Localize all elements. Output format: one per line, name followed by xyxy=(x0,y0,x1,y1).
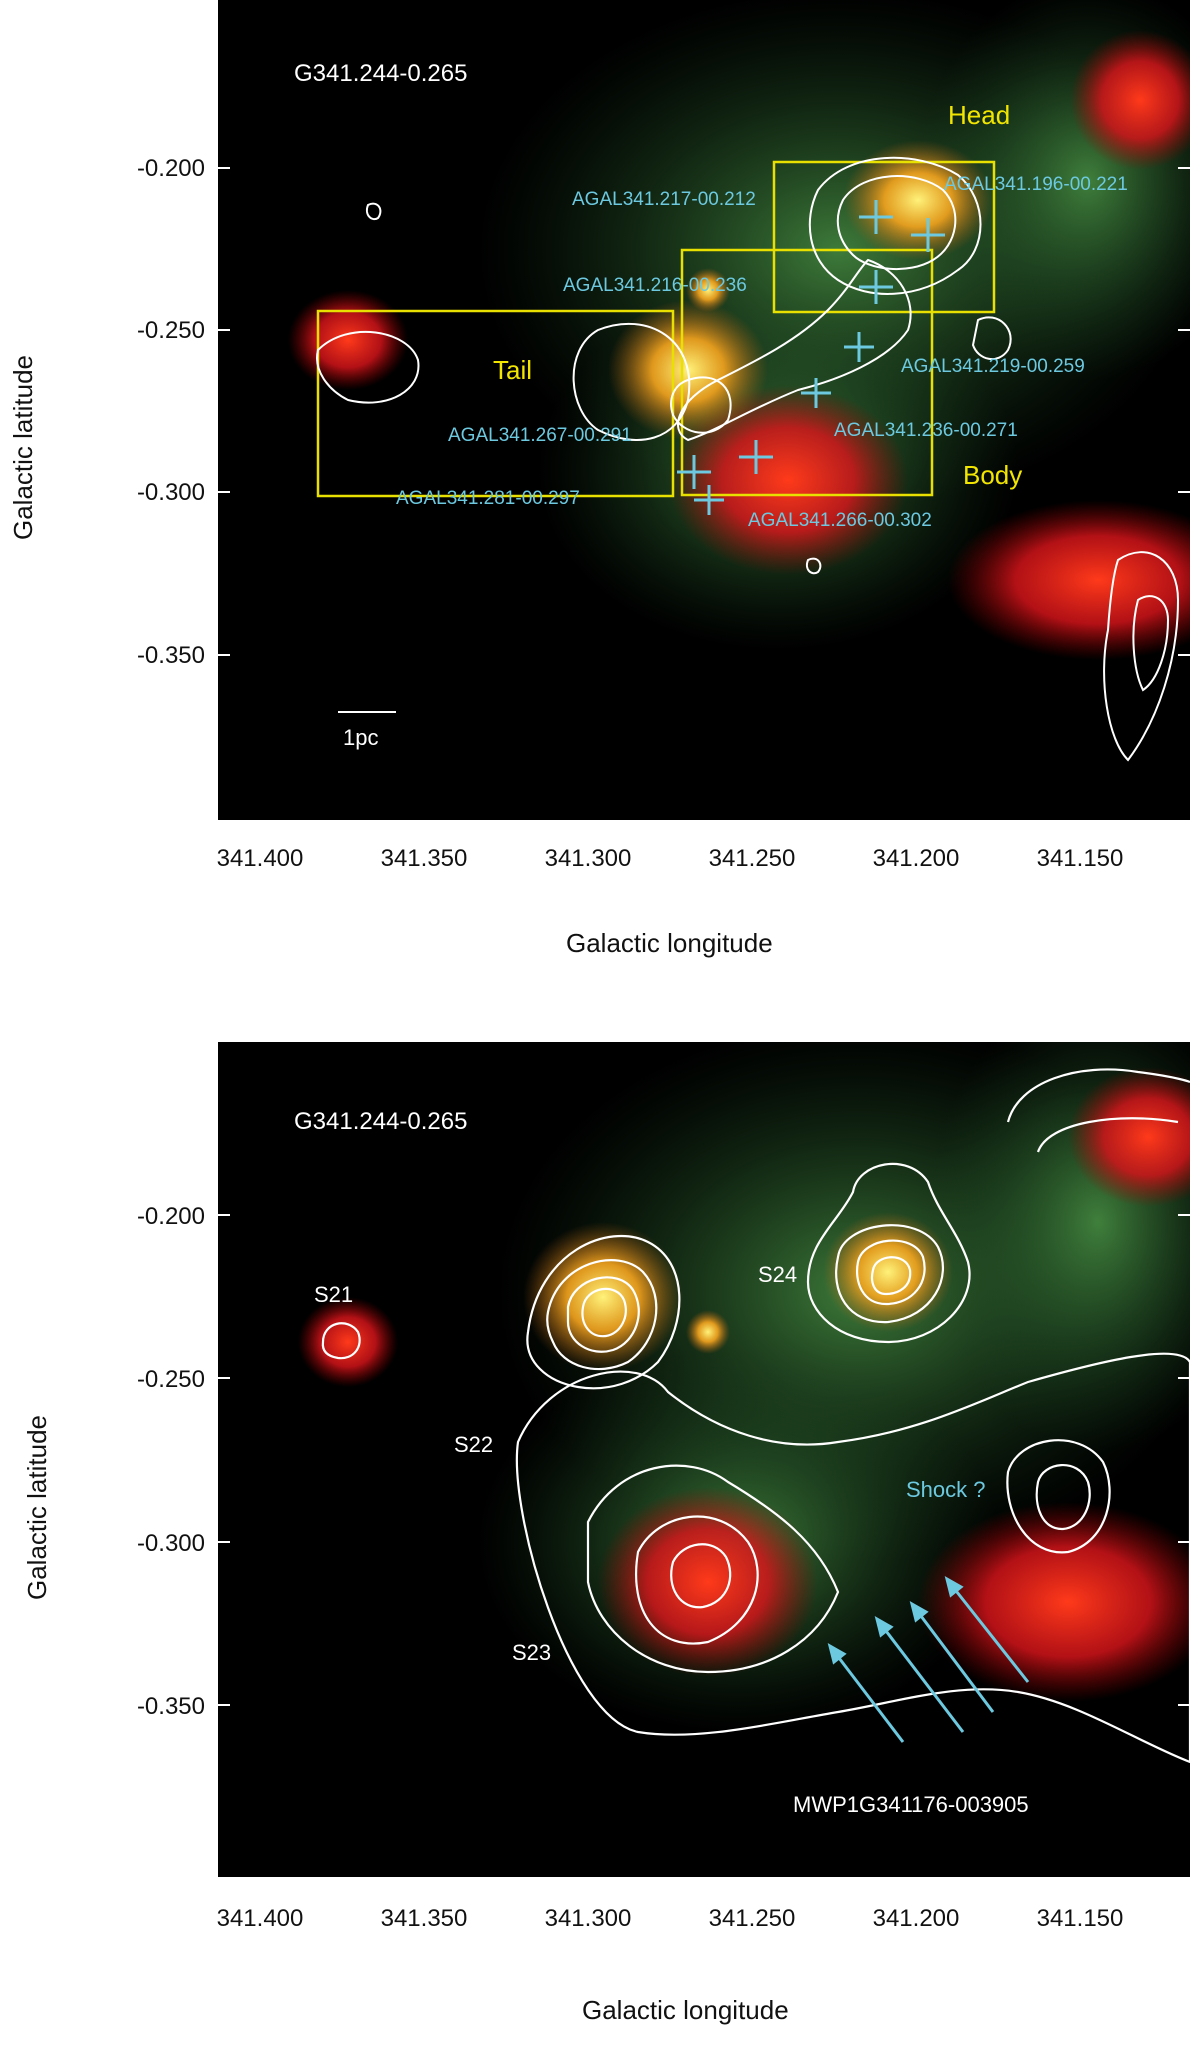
bottom-xtick-1: 341.400 xyxy=(216,1905,304,1932)
bottom-field-label: G341.244-0.265 xyxy=(294,1108,468,1135)
top-xlabel: Galactic longitude xyxy=(566,928,773,958)
yellow-emission-s24 xyxy=(823,1212,953,1332)
red-emission-corner xyxy=(1068,1067,1190,1207)
clump-label-3: AGAL341.216-00.236 xyxy=(563,275,747,296)
body-label: Body xyxy=(963,460,1023,490)
bottom-ytick-3: -0.300 xyxy=(136,1530,205,1557)
red-emission-s23 xyxy=(598,1487,818,1677)
bottom-xtick-3: 341.300 xyxy=(544,1905,632,1932)
clump-label-1: AGAL341.217-00.212 xyxy=(572,189,756,210)
top-xtick-1: 341.400 xyxy=(216,845,304,872)
yellow-emission-head xyxy=(843,140,993,260)
top-xtick-2: 341.350 xyxy=(380,845,468,872)
head-label: Head xyxy=(948,100,1011,130)
top-field-label: G341.244-0.265 xyxy=(294,60,468,87)
source-label-s21: S21 xyxy=(314,1282,354,1307)
red-emission-corner xyxy=(1070,30,1190,170)
bottom-xtick-6: 341.150 xyxy=(1036,1905,1124,1932)
top-ytick-3: -0.300 xyxy=(136,479,205,506)
dust-contours xyxy=(316,156,1180,762)
edge-ticks xyxy=(218,1214,1190,1706)
red-emission-southeast xyxy=(948,500,1190,660)
top-xtick-6: 341.150 xyxy=(1036,845,1124,872)
bottom-xlabel: Galactic longitude xyxy=(582,1995,789,2025)
shock-label: Shock ? xyxy=(906,1477,986,1502)
source-label-s23: S23 xyxy=(512,1640,552,1665)
bubble-label: MWP1G341176-003905 xyxy=(793,1792,1029,1817)
bottom-image-graphics xyxy=(218,1042,1190,1764)
bottom-xtick-5: 341.200 xyxy=(872,1905,960,1932)
edge-ticks xyxy=(218,167,1190,656)
bottom-ytick-2: -0.250 xyxy=(136,1366,205,1393)
top-image-panel: G341.244-0.265 Head Tail Body AGAL341.21… xyxy=(218,0,1190,820)
top-xtick-3: 341.300 xyxy=(544,845,632,872)
red-emission-ring xyxy=(288,290,408,390)
clump-label-2: AGAL341.196-00.221 xyxy=(944,174,1128,195)
clump-label-8: AGAL341.266-00.302 xyxy=(748,510,932,531)
radio-contours xyxy=(321,1068,1190,1764)
clump-label-5: AGAL341.267-00.291 xyxy=(448,425,632,446)
top-ytick-2: -0.250 xyxy=(136,317,205,344)
top-xtick-4: 341.250 xyxy=(708,845,796,872)
source-label-s22: S22 xyxy=(454,1432,494,1457)
top-xtick-5: 341.200 xyxy=(872,845,960,872)
source-label-s24: S24 xyxy=(758,1262,798,1287)
bottom-ylabel: Galactic latitude xyxy=(22,1415,52,1600)
bottom-xtick-4: 341.250 xyxy=(708,1905,796,1932)
red-emission-bubble xyxy=(668,385,908,575)
clump-label-6: AGAL341.236-00.271 xyxy=(834,420,1018,441)
tail-label: Tail xyxy=(493,355,533,385)
shock-arrows xyxy=(827,1575,1030,1743)
tail-box xyxy=(316,309,675,498)
compact-source xyxy=(686,268,730,312)
compact-source xyxy=(686,1310,730,1354)
bottom-ytick-4: -0.350 xyxy=(136,1693,205,1720)
bottom-xtick-2: 341.350 xyxy=(380,1905,468,1932)
top-ytick-1: -0.200 xyxy=(136,155,205,182)
body-box xyxy=(680,248,934,497)
head-box xyxy=(772,160,996,314)
clump-markers xyxy=(677,200,945,515)
bottom-ytick-1: -0.200 xyxy=(136,1203,205,1230)
red-emission-southeast xyxy=(918,1502,1190,1702)
top-image-graphics xyxy=(218,0,1190,762)
scale-bar-label: 1pc xyxy=(343,725,379,750)
top-ylabel: Galactic latitude xyxy=(8,355,38,540)
clump-label-7: AGAL341.281-00.297 xyxy=(396,488,580,509)
yellow-emission-s22 xyxy=(523,1222,683,1372)
top-ytick-4: -0.350 xyxy=(136,642,205,669)
red-emission-s21 xyxy=(298,1297,398,1387)
bottom-image-panel: G341.244-0.265 S21 S22 S23 S24 Shock ? M… xyxy=(218,1042,1190,1877)
clump-label-4: AGAL341.219-00.259 xyxy=(901,356,1085,377)
